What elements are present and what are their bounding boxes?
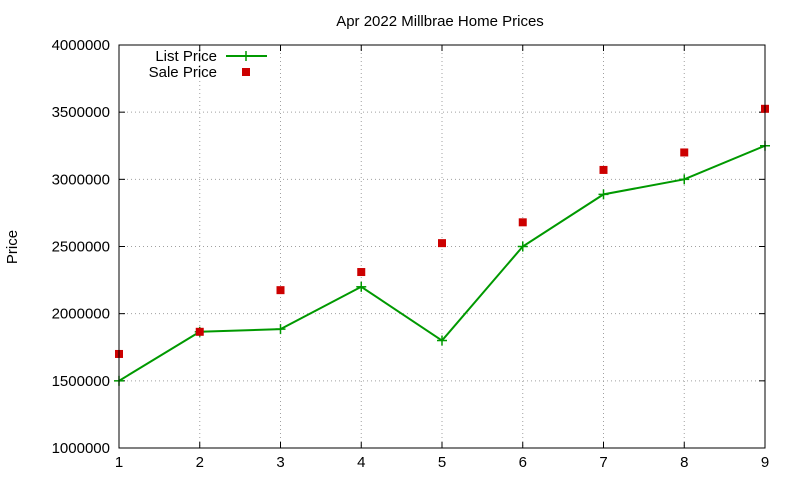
x-tick-label: 5 — [438, 454, 446, 471]
x-tick-label: 1 — [115, 454, 123, 471]
list-price-point — [356, 281, 367, 292]
x-tick-label: 3 — [276, 454, 284, 471]
list-price-point — [517, 241, 528, 252]
x-tick-label: 6 — [519, 454, 527, 471]
legend-label-list-price: List Price — [155, 48, 217, 65]
sale-price-point — [518, 218, 527, 227]
y-axis-label: Price — [4, 230, 21, 264]
y-tick-label: 3500000 — [52, 104, 110, 121]
sale-price-point — [438, 239, 446, 248]
legend-marker-list-price — [241, 51, 251, 61]
series-layer — [114, 104, 770, 386]
y-tick-label: 3000000 — [52, 171, 110, 188]
list-price-point — [275, 324, 286, 335]
plot-frame — [118, 44, 766, 449]
tick-labels: 1 2 3 4 5 6 7 8 9 1000000 1500000 2000000 2500000 300… — [52, 37, 770, 471]
y-tick-label: 1000000 — [52, 440, 110, 457]
legend-swatch-sale-price — [242, 68, 250, 76]
list-price-point — [679, 174, 690, 185]
sale-price-point — [680, 148, 689, 157]
x-tick-label: 9 — [761, 454, 769, 471]
sale-price-point — [195, 327, 204, 336]
sale-price-point — [357, 268, 366, 277]
sale-price-point — [599, 165, 608, 174]
sale-price-point — [276, 286, 285, 295]
y-tick-label: 2500000 — [52, 239, 110, 256]
y-tick-label: 1500000 — [52, 373, 110, 390]
chart-title: Apr 2022 Millbrae Home Prices — [336, 13, 544, 30]
x-tick-label: 4 — [357, 454, 365, 471]
legend-label-sale-price: Sale Price — [149, 64, 217, 81]
list-price-point — [598, 189, 609, 200]
x-tick-label: 2 — [196, 454, 204, 471]
x-tick-label: 7 — [599, 454, 607, 471]
list-price-point — [437, 335, 447, 346]
y-tick-label: 2000000 — [52, 306, 110, 323]
y-tick-label: 4000000 — [52, 37, 110, 54]
x-tick-label: 8 — [680, 454, 688, 471]
